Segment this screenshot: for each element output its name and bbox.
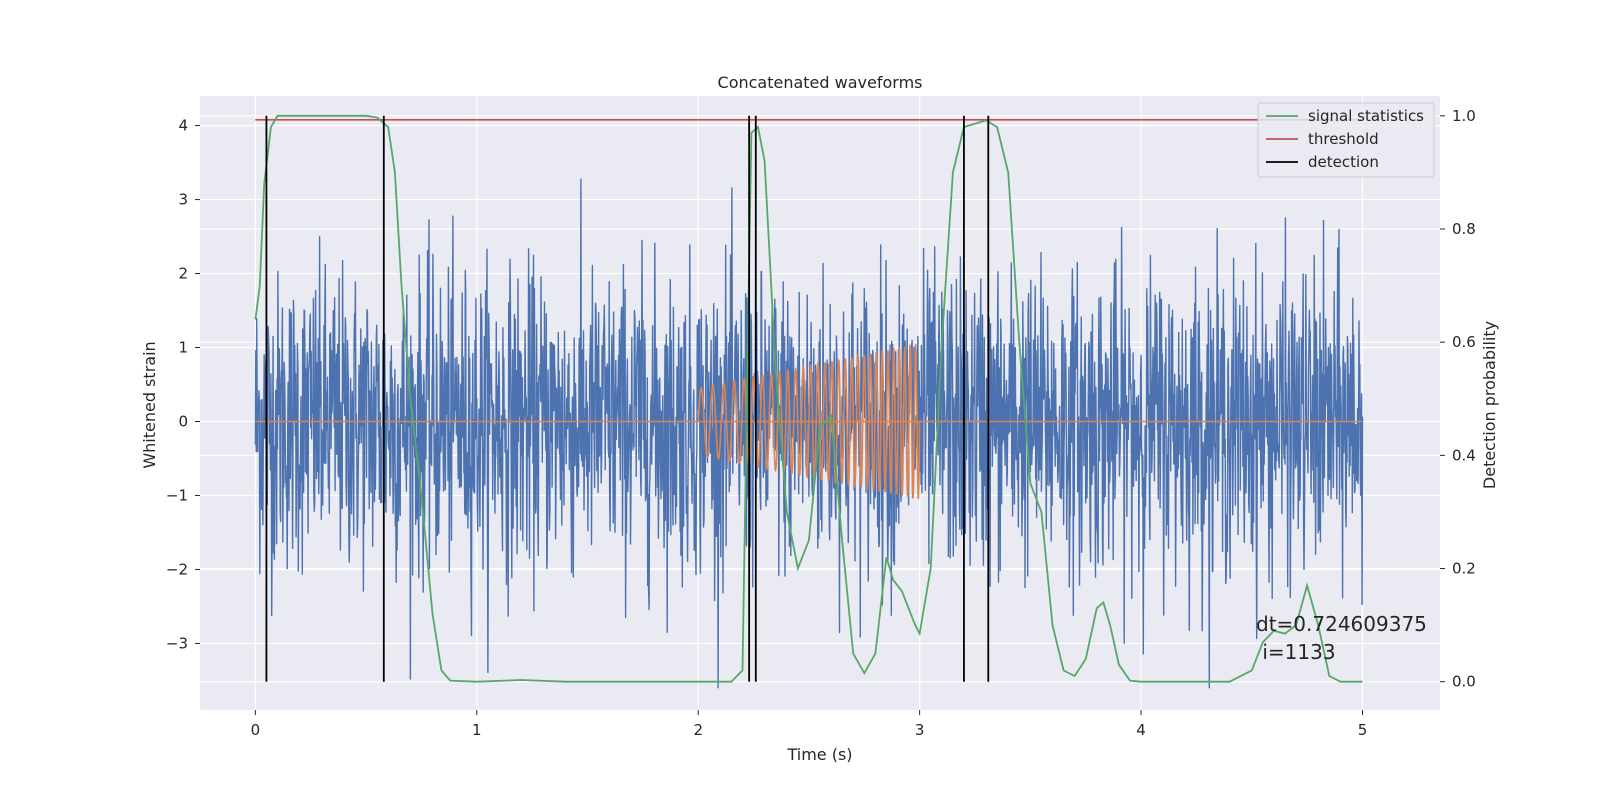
legend-label-threshold: threshold [1308,130,1379,148]
x-tick-label: 2 [693,721,703,739]
x-tick-label: 4 [1136,721,1146,739]
annotation-index: i=1133 [1256,640,1336,664]
y-left-tick-label: 3 [178,191,188,209]
chart-title: Concatenated waveforms [718,73,923,92]
legend-box [1257,102,1435,178]
x-axis-label: Time (s) [786,745,852,764]
signal-statistics-line [254,114,1363,683]
x-tick-label: 0 [251,721,261,739]
y-left-tick-label: 4 [178,117,188,135]
x-tick-label: 1 [472,721,482,739]
y-right-tick-label: 1.0 [1452,107,1476,125]
plot-layer [254,114,1364,689]
y-left-tick-label: 2 [178,265,188,283]
x-tick-label: 5 [1358,721,1368,739]
y-right-tick-label: 0.4 [1452,446,1476,464]
y-right-tick-label: 0.6 [1452,333,1476,351]
right-axis-ticks: 0.0 0.2 0.4 0.6 0.8 1.0 [1440,107,1476,691]
legend-label-detection: detection [1308,153,1379,171]
x-tick-label: 3 [915,721,925,739]
y-left-tick-label: 1 [178,339,188,357]
y-right-tick-label: 0.0 [1452,673,1476,691]
detection-lines [265,115,990,682]
annotation-dt: dt=0.724609375 [1256,612,1427,636]
y-right-tick-label: 0.2 [1452,560,1476,578]
y-axis-label-right: Detection probability [1480,321,1499,489]
left-axis-ticks: −3 −2 −1 0 1 2 3 4 [166,117,200,652]
y-axis-label-left: Whitened strain [140,341,159,468]
y-left-tick-label: −3 [166,634,188,652]
y-left-tick-label: 0 [178,412,188,430]
strain-series-line [254,178,1364,689]
legend-label-statistics: signal statistics [1308,107,1424,125]
y-left-tick-label: −2 [166,560,188,578]
y-right-tick-label: 0.8 [1452,220,1476,238]
y-left-tick-label: −1 [166,486,188,504]
x-axis-ticks: 0 1 2 3 4 5 [251,710,1368,739]
legend: signal statistics threshold detection [1257,102,1435,178]
